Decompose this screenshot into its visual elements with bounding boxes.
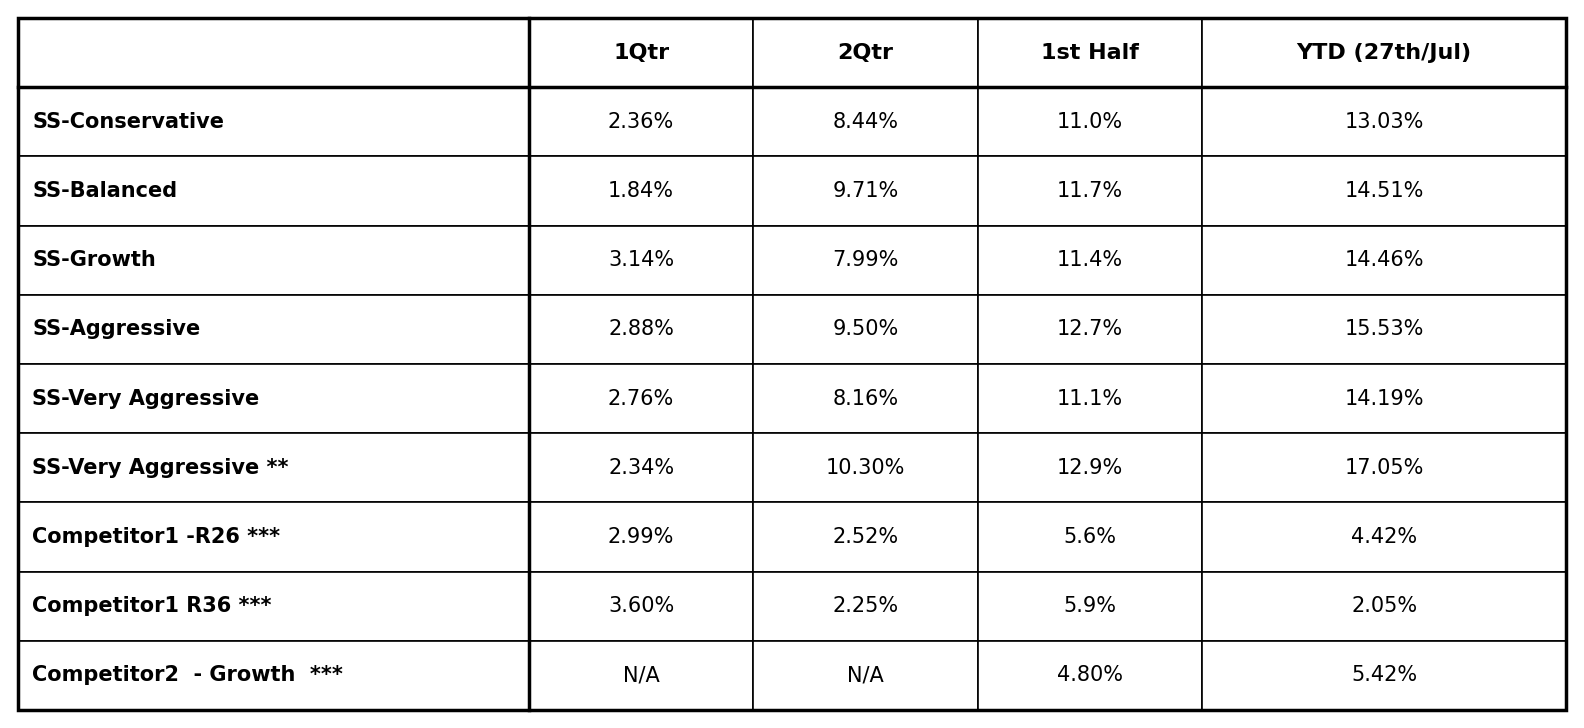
Text: SS-Aggressive: SS-Aggressive	[32, 320, 200, 339]
Bar	[754, 364, 977, 433]
Text: 1.84%: 1.84%	[608, 181, 675, 201]
Bar	[754, 87, 977, 157]
Bar	[754, 18, 977, 87]
Text: 2.36%: 2.36%	[608, 112, 675, 132]
Bar	[754, 502, 977, 571]
Text: 9.50%: 9.50%	[833, 320, 898, 339]
Bar	[977, 641, 1202, 710]
Text: 8.16%: 8.16%	[833, 389, 898, 408]
Text: N/A: N/A	[623, 665, 659, 685]
Text: 4.80%: 4.80%	[1057, 665, 1123, 685]
Bar	[529, 641, 754, 710]
Bar	[977, 433, 1202, 502]
Bar	[977, 87, 1202, 157]
Text: SS-Conservative: SS-Conservative	[32, 112, 223, 132]
Text: 2.25%: 2.25%	[833, 596, 898, 616]
Text: 10.30%: 10.30%	[825, 458, 904, 478]
Text: 14.46%: 14.46%	[1345, 250, 1424, 270]
Bar	[1202, 433, 1567, 502]
Bar	[17, 364, 529, 433]
Bar	[1202, 641, 1567, 710]
Text: 11.7%: 11.7%	[1057, 181, 1123, 201]
Text: 12.7%: 12.7%	[1057, 320, 1123, 339]
Text: YTD (27th/Jul): YTD (27th/Jul)	[1297, 43, 1472, 63]
Bar	[17, 571, 529, 641]
Text: 3.60%: 3.60%	[608, 596, 675, 616]
Text: Competitor2  - Growth  ***: Competitor2 - Growth ***	[32, 665, 342, 685]
Bar	[17, 433, 529, 502]
Bar	[977, 571, 1202, 641]
Bar	[529, 433, 754, 502]
Text: 3.14%: 3.14%	[608, 250, 675, 270]
Bar	[1202, 364, 1567, 433]
Text: 2.99%: 2.99%	[608, 527, 675, 547]
Text: SS-Balanced: SS-Balanced	[32, 181, 177, 201]
Text: 9.71%: 9.71%	[833, 181, 898, 201]
Bar	[1202, 295, 1567, 364]
Text: 2.88%: 2.88%	[608, 320, 675, 339]
Text: 17.05%: 17.05%	[1345, 458, 1424, 478]
Text: 14.51%: 14.51%	[1345, 181, 1424, 201]
Text: 11.4%: 11.4%	[1057, 250, 1123, 270]
Text: 5.9%: 5.9%	[1063, 596, 1117, 616]
Bar	[529, 571, 754, 641]
Bar	[977, 157, 1202, 226]
Text: 7.99%: 7.99%	[832, 250, 898, 270]
Text: 8.44%: 8.44%	[833, 112, 898, 132]
Text: 11.0%: 11.0%	[1057, 112, 1123, 132]
Text: 2.52%: 2.52%	[833, 527, 898, 547]
Text: SS-Very Aggressive: SS-Very Aggressive	[32, 389, 260, 408]
Bar	[1202, 502, 1567, 571]
Bar	[754, 157, 977, 226]
Bar	[529, 87, 754, 157]
Bar	[977, 226, 1202, 295]
Bar	[1202, 571, 1567, 641]
Bar	[754, 433, 977, 502]
Text: 12.9%: 12.9%	[1057, 458, 1123, 478]
Bar	[17, 295, 529, 364]
Bar	[529, 18, 754, 87]
Bar	[17, 157, 529, 226]
Bar	[977, 502, 1202, 571]
Bar	[529, 502, 754, 571]
Text: 2.05%: 2.05%	[1351, 596, 1418, 616]
Bar	[1202, 226, 1567, 295]
Bar	[17, 87, 529, 157]
Bar	[754, 641, 977, 710]
Text: 13.03%: 13.03%	[1345, 112, 1424, 132]
Bar	[754, 571, 977, 641]
Bar	[977, 364, 1202, 433]
Bar	[1202, 157, 1567, 226]
Bar	[529, 226, 754, 295]
Bar	[754, 226, 977, 295]
Text: 2Qtr: 2Qtr	[838, 43, 893, 63]
Bar	[529, 295, 754, 364]
Bar	[17, 641, 529, 710]
Text: 1Qtr: 1Qtr	[613, 43, 668, 63]
Bar	[977, 18, 1202, 87]
Bar	[754, 295, 977, 364]
Bar	[529, 364, 754, 433]
Bar	[1202, 18, 1567, 87]
Bar	[17, 18, 529, 87]
Text: 5.6%: 5.6%	[1063, 527, 1117, 547]
Text: SS-Very Aggressive **: SS-Very Aggressive **	[32, 458, 288, 478]
Text: Competitor1 R36 ***: Competitor1 R36 ***	[32, 596, 271, 616]
Text: 2.76%: 2.76%	[608, 389, 675, 408]
Bar	[1202, 87, 1567, 157]
Text: Competitor1 -R26 ***: Competitor1 -R26 ***	[32, 527, 280, 547]
Text: N/A: N/A	[847, 665, 884, 685]
Text: 1st Half: 1st Half	[1041, 43, 1139, 63]
Bar	[529, 157, 754, 226]
Text: 14.19%: 14.19%	[1345, 389, 1424, 408]
Text: 4.42%: 4.42%	[1351, 527, 1418, 547]
Bar	[977, 295, 1202, 364]
Text: 11.1%: 11.1%	[1057, 389, 1123, 408]
Text: 2.34%: 2.34%	[608, 458, 675, 478]
Text: 15.53%: 15.53%	[1345, 320, 1424, 339]
Text: SS-Growth: SS-Growth	[32, 250, 155, 270]
Bar	[17, 226, 529, 295]
Text: 5.42%: 5.42%	[1351, 665, 1418, 685]
Bar	[17, 502, 529, 571]
